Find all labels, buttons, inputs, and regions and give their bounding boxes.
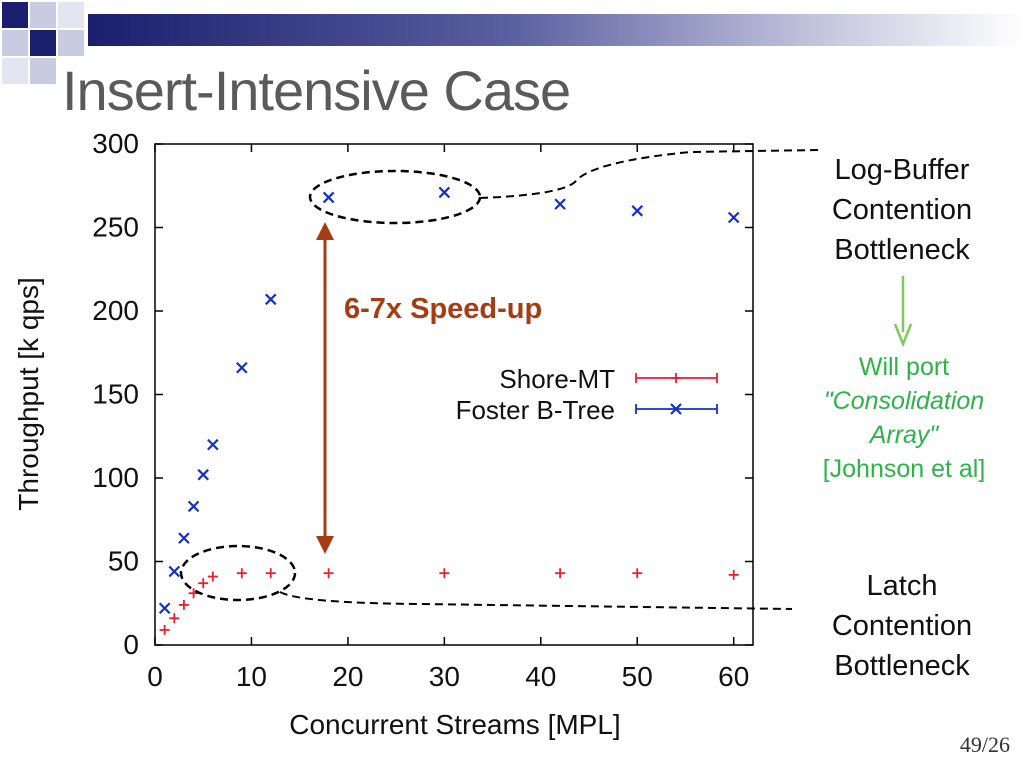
data-point-shore-mt [236, 568, 247, 579]
legend-label-foster-btree: Foster B-Tree [456, 395, 615, 425]
y-tick-label: 200 [92, 295, 139, 326]
data-point-shore-mt [188, 588, 199, 599]
data-point-foster-btree [187, 500, 200, 513]
data-point-foster-btree [178, 532, 190, 544]
x-tick-label: 40 [525, 661, 556, 692]
log-buffer-line-1: Log-Buffer [834, 154, 970, 186]
data-point-foster-btree [236, 362, 248, 374]
will-port-line-2: "Consolidation [823, 387, 985, 415]
log-buffer-line-2: Contention [831, 194, 973, 226]
latch-annotation: Latch Contention Bottleneck [812, 566, 992, 686]
will-port-line-1: Will port [858, 353, 950, 381]
data-point-shore-mt [439, 568, 450, 579]
latch-line-1: Latch [866, 570, 938, 602]
latch-line-3: Bottleneck [834, 650, 970, 682]
y-tick-label: 150 [92, 379, 139, 410]
deco-square-5 [30, 30, 56, 56]
log-buffer-leader [479, 149, 819, 199]
speedup-arrow [316, 222, 334, 554]
x-tick-label: 30 [429, 661, 460, 692]
data-point-shore-mt [198, 578, 209, 589]
y-tick-label: 300 [92, 128, 139, 159]
log-buffer-line-3: Bottleneck [834, 234, 970, 266]
data-point-foster-btree [197, 468, 210, 481]
data-point-foster-btree [207, 438, 219, 451]
deco-square-3 [58, 2, 84, 28]
data-point-foster-btree [554, 198, 566, 210]
latch-ellipse [179, 544, 297, 602]
legend-marker-foster-btree [670, 403, 682, 415]
header-gradient-bar [88, 14, 1024, 46]
will-port-annotation: Will port "Consolidation Array" [Johnson… [804, 350, 1004, 486]
legend-label-shore-mt: Shore-MT [499, 364, 615, 394]
data-point-shore-mt [207, 571, 218, 582]
deco-square-1 [2, 2, 28, 28]
latch-line-2: Contention [831, 610, 973, 642]
x-tick-label: 50 [622, 661, 653, 692]
deco-square-6 [2, 58, 28, 84]
data-point-foster-btree [438, 186, 451, 199]
data-point-foster-btree [158, 602, 171, 615]
will-port-line-4: [Johnson et al] [822, 455, 986, 483]
deco-square-7 [58, 30, 84, 56]
will-port-line-3: Array" [869, 421, 939, 449]
y-tick-label: 250 [92, 212, 139, 243]
log-buffer-ellipse [308, 169, 482, 225]
log-buffer-annotation: Log-Buffer Contention Bottleneck [812, 150, 992, 270]
data-point-shore-mt [632, 568, 643, 579]
data-point-shore-mt [555, 568, 566, 579]
x-tick-label: 20 [332, 661, 363, 692]
data-point-foster-btree [322, 191, 335, 204]
deco-square-2 [30, 2, 56, 28]
data-point-foster-btree [264, 293, 277, 306]
y-tick-label: 100 [92, 462, 139, 493]
latch-leader [279, 591, 793, 610]
data-point-shore-mt [159, 624, 170, 635]
plot-frame [154, 143, 754, 646]
data-point-shore-mt [728, 569, 739, 580]
y-tick-label: 0 [123, 629, 139, 660]
x-tick-label: 10 [236, 661, 267, 692]
x-tick-label: 60 [718, 661, 749, 692]
data-point-foster-btree [727, 211, 740, 224]
x-axis-label: Concurrent Streams [MPL] [289, 709, 620, 740]
data-point-shore-mt [178, 599, 189, 610]
data-point-foster-btree [168, 565, 181, 578]
deco-square-4 [2, 30, 28, 56]
data-point-foster-btree [631, 205, 644, 217]
slide-title: Insert-Intensive Case [62, 59, 571, 122]
y-axis-label: Throughput [k qps] [13, 277, 44, 510]
legend-marker-shore-mt [671, 373, 681, 383]
data-point-shore-mt [323, 568, 334, 579]
x-tick-label: 0 [147, 661, 163, 692]
data-point-shore-mt [169, 613, 180, 624]
page-number: 49/26 [959, 732, 1010, 757]
speedup-label: 6-7x Speed-up [344, 293, 542, 325]
y-tick-label: 50 [108, 546, 139, 577]
green-down-arrow [893, 276, 913, 348]
data-point-shore-mt [265, 568, 276, 579]
deco-square-8 [30, 58, 56, 84]
